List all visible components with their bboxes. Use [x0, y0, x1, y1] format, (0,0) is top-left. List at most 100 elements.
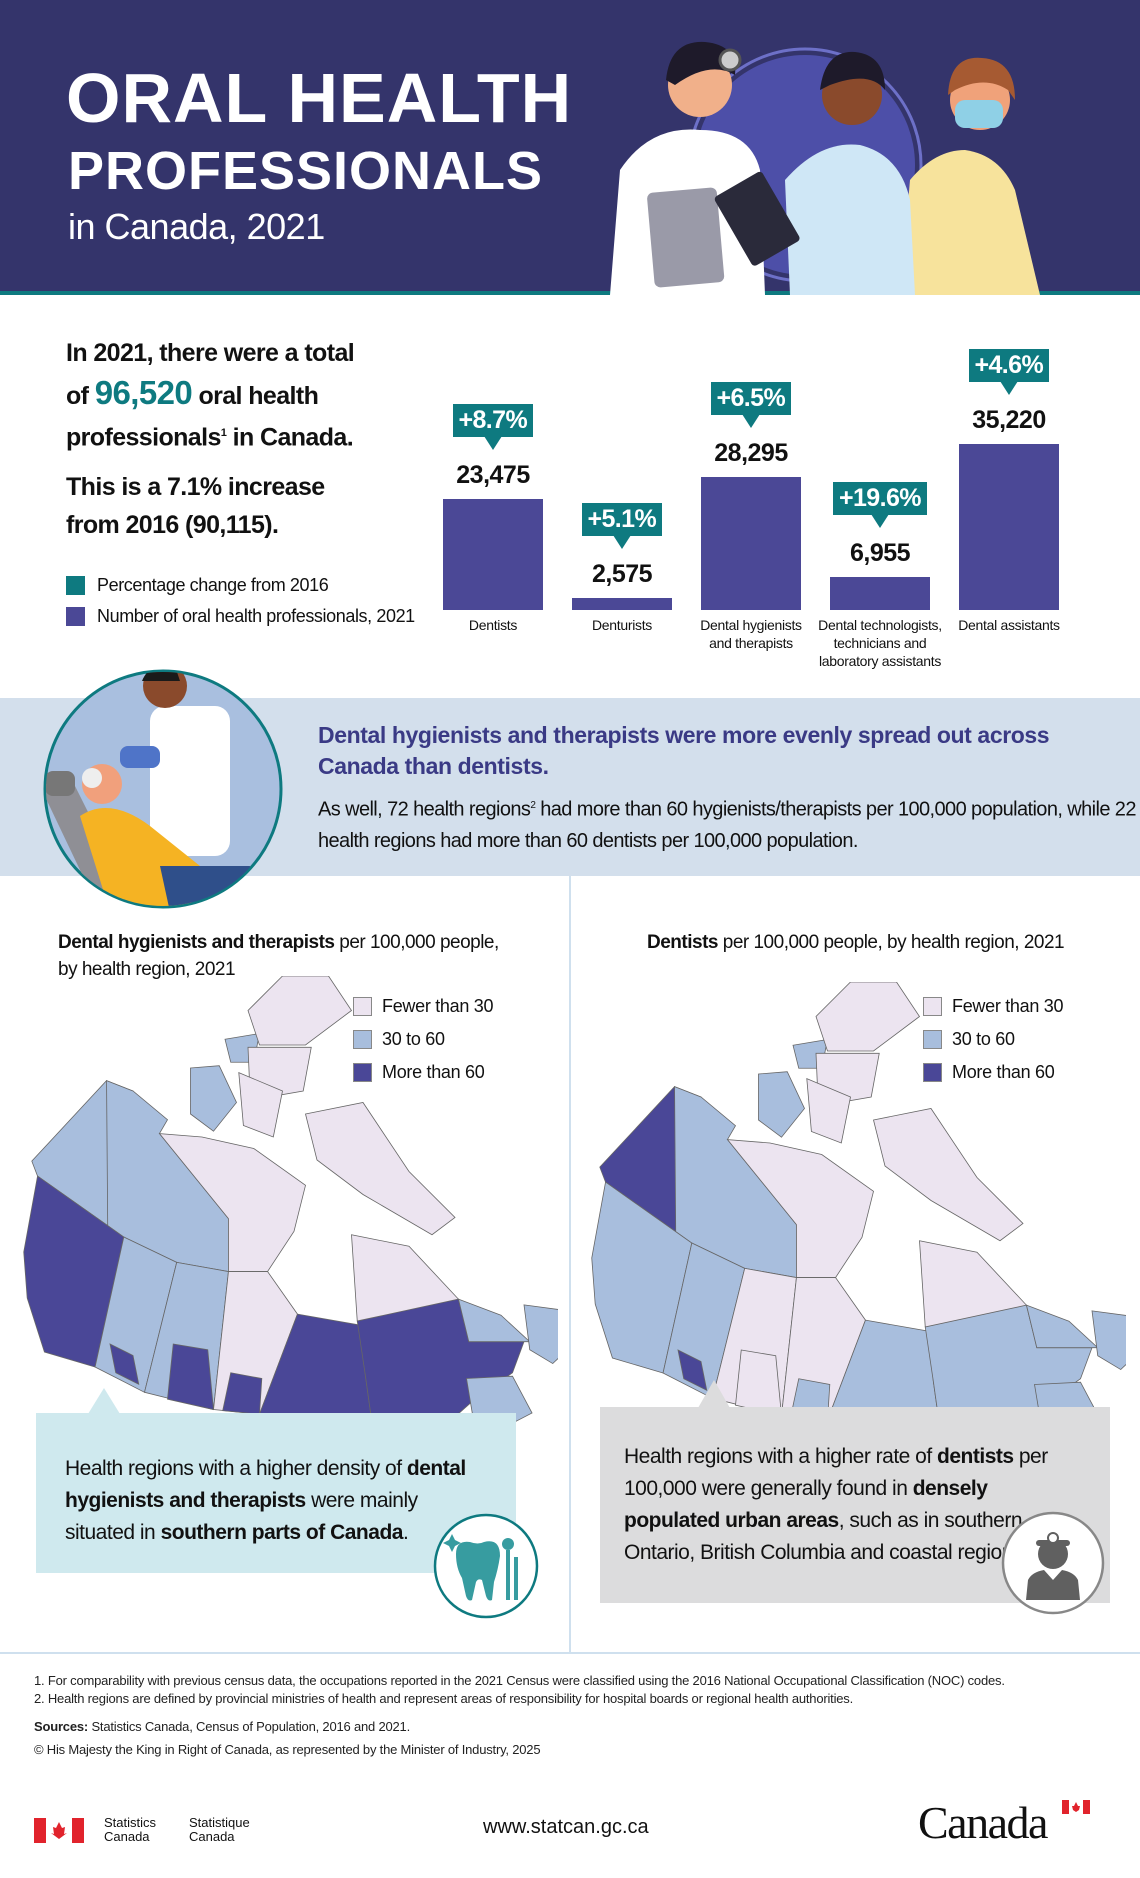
intro-line3: professionals1 in Canada.: [66, 413, 354, 457]
canada-wordmark: Canada: [918, 1797, 1048, 1848]
region-arctic_west: [190, 1065, 237, 1132]
band-text: had more than 60 hygienists/therapists p…: [318, 798, 1136, 852]
callout-pointer: [88, 1388, 120, 1414]
region-nunavut: [726, 1139, 874, 1278]
region-alberta_south: [109, 1343, 140, 1385]
bar-2: [701, 476, 801, 610]
legend-mid: 30 to 60: [353, 1023, 493, 1056]
region-arctic_east: [305, 1102, 456, 1236]
bar-value-label: 23,475: [456, 461, 530, 490]
hygienists-map: [23, 976, 558, 1436]
map1-title: Dental hygienists and therapists per 100…: [58, 929, 518, 983]
intro-text: in Canada.: [226, 423, 354, 452]
region-arctic_east: [806, 1077, 851, 1144]
footnote-1: 1. For comparability with previous censu…: [34, 1673, 1005, 1688]
legend-swatch: [66, 607, 85, 626]
region-arctic_east: [873, 1108, 1024, 1242]
legend-label: Number of oral health professionals, 202…: [97, 606, 415, 626]
sources: Sources: Statistics Canada, Census of Po…: [34, 1719, 411, 1734]
map2-title: Dentists per 100,000 people, by health r…: [647, 929, 1127, 956]
bar-value-label: 35,220: [972, 406, 1046, 434]
legend-num: Number of oral health professionals, 202…: [66, 606, 415, 627]
website-link[interactable]: www.statcan.gc.ca: [483, 1816, 649, 1838]
band-heading: Dental hygienists and therapists were mo…: [318, 722, 1050, 779]
dentist-icon: [1001, 1511, 1105, 1615]
map1-legend: Fewer than 30 30 to 60 More than 60: [353, 990, 493, 1089]
region-quebec_south: [356, 1298, 525, 1436]
footnote-ref: 1: [220, 427, 227, 439]
region-sask_south: [167, 1343, 214, 1411]
band-body: As well, 72 health regions2 had more tha…: [318, 790, 1138, 857]
legend-swatch: [66, 576, 85, 595]
bar-value-label: 2,575: [591, 559, 653, 588]
title-line1: ORAL HEALTH: [66, 59, 573, 137]
legend-label: 30 to 60: [952, 1029, 1015, 1049]
footnote-2: 2. Health regions are defined by provinc…: [34, 1691, 854, 1706]
intro-line5: from 2016 (90,115).: [66, 511, 279, 539]
intro-text: of: [66, 382, 95, 410]
hygienists-callout: Health regions with a higher density of …: [36, 1413, 516, 1573]
tooth-icon: [433, 1513, 539, 1619]
footer-divider: [0, 1652, 1140, 1654]
legend-more: More than 60: [353, 1056, 493, 1089]
bar-3: [830, 577, 930, 610]
region-arctic_west: [758, 1071, 805, 1138]
region-labrador: [457, 1298, 531, 1343]
legend-label: Percentage change from 2016: [97, 575, 329, 595]
region-sask_south: [735, 1349, 782, 1417]
canada-flag-icon: [34, 1818, 84, 1843]
category-label: Denturists: [591, 617, 653, 633]
intro-line2: of 96,520 oral health: [66, 373, 319, 416]
category-label: Dental assistants: [958, 617, 1060, 633]
category-label: Dental technologists, technicians and labo…: [818, 617, 942, 669]
dentists-callout: Health regions with a higher rate of den…: [600, 1407, 1110, 1603]
legend-label: More than 60: [952, 1062, 1055, 1082]
pct-change-tag: +4.6%: [968, 349, 1050, 395]
pct-change-tag: +8.7%: [452, 404, 534, 451]
bar-value-label: 28,295: [714, 438, 788, 467]
map-title-rest: per 100,000 people, by health region, 20…: [717, 932, 1065, 953]
pct-change-tag: +6.5%: [710, 381, 792, 428]
intro-line1: In 2021, there were a total: [66, 339, 355, 367]
legend-more: More than 60: [923, 1056, 1063, 1089]
dentists-map: [591, 982, 1126, 1442]
legend-fewer: Fewer than 30: [923, 990, 1063, 1023]
map2-legend: Fewer than 30 30 to 60 More than 60: [923, 990, 1063, 1089]
category-label: Dentists: [468, 617, 518, 633]
dental-exam-illustration: [43, 669, 283, 909]
category-label: Dental hygienists and therapists: [700, 617, 802, 651]
statcan-logo-fr: Statistique Canada: [189, 1815, 250, 1844]
legend-pct: Percentage change from 2016: [66, 575, 329, 596]
bar-4: [959, 444, 1059, 610]
intro-text: professionals: [66, 423, 221, 452]
map-title-bold: Dental hygienists and therapists: [58, 932, 335, 953]
title-line2: PROFESSIONALS: [68, 141, 544, 201]
pct-change-tag: +5.1%: [581, 502, 663, 549]
legend-mid: 30 to 60: [923, 1023, 1063, 1056]
legend-label: Fewer than 30: [382, 996, 494, 1016]
legend-label: Fewer than 30: [952, 996, 1064, 1016]
statcan-logo-en: Statistics Canada: [104, 1815, 157, 1844]
legend-label: More than 60: [382, 1062, 485, 1082]
region-nunavut: [158, 1133, 306, 1272]
region-newfoundland: [1091, 1310, 1126, 1371]
intro-text: oral health: [192, 382, 319, 410]
total-count: 96,520: [94, 374, 193, 411]
oral-health-professionals-illustration: [610, 41, 1040, 295]
map-title-bold: Dentists: [647, 932, 718, 953]
pct-change-tag: +19.6%: [833, 482, 927, 529]
header: ORAL HEALTH PROFESSIONALS in Canada, 202…: [0, 0, 1140, 295]
wordmark-flag-icon: [1062, 1800, 1090, 1814]
legend-fewer: Fewer than 30: [353, 990, 493, 1023]
band-text: As well, 72 health regions: [318, 798, 531, 821]
copyright: © His Majesty the King in Right of Canad…: [34, 1742, 541, 1757]
region-newfoundland: [523, 1304, 558, 1365]
region-labrador: [1025, 1304, 1099, 1349]
region-arctic_east: [815, 982, 921, 1052]
region-arctic_east: [247, 976, 353, 1046]
bar-1: [572, 597, 672, 610]
intro-line4: This is a 7.1% increase: [66, 473, 325, 501]
bar-0: [443, 499, 543, 610]
footnote-ref: 2: [530, 800, 536, 811]
region-arctic_east: [238, 1071, 283, 1138]
